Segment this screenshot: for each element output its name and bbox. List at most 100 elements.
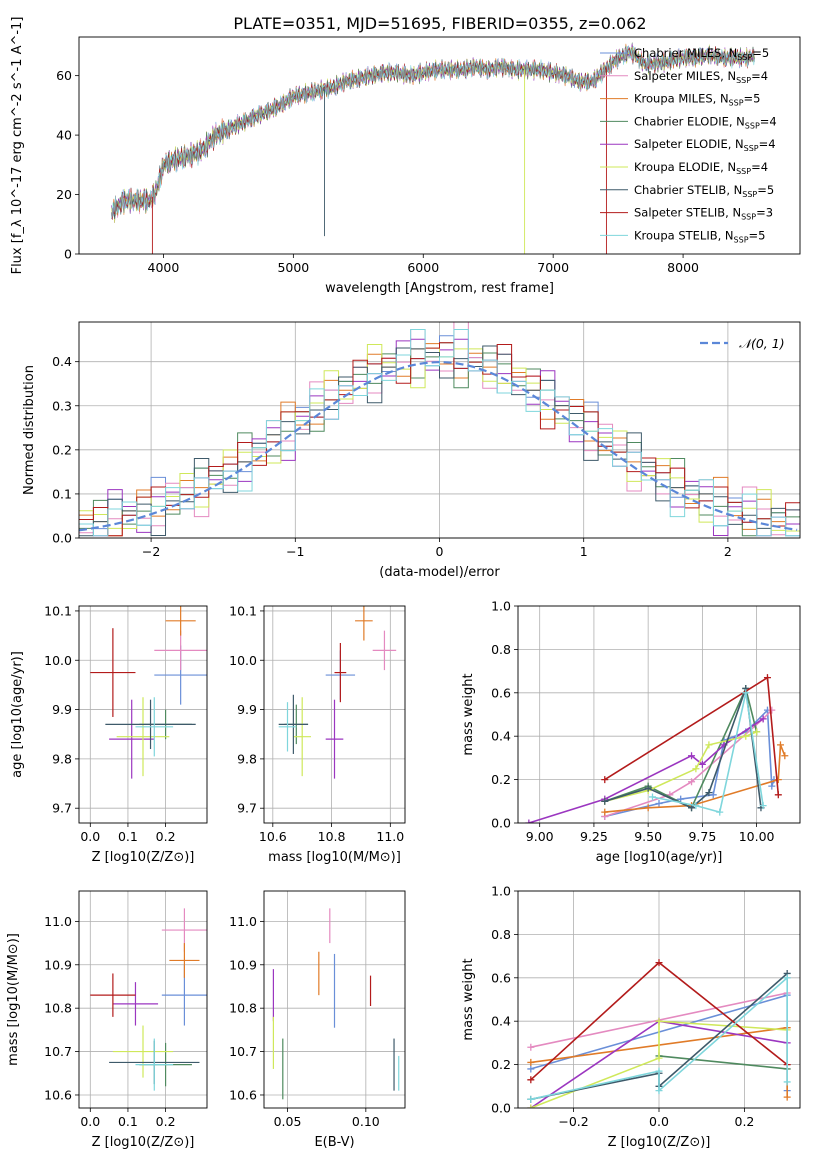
weight-series-chabrier-stelib bbox=[601, 684, 765, 812]
x-tick-label: 0.2 bbox=[156, 829, 176, 844]
y-tick-label: 0 bbox=[64, 247, 72, 262]
mass-weight-vs-metallicity-panel: −0.2 0.0 0.2 0.0 0.2 0.4 0.6 0.8 1.0 Z [log10(Z/Z… bbox=[461, 884, 801, 1150]
errorbar-kroupa-stelib bbox=[278, 702, 297, 752]
y-tick-label: 0.2 bbox=[52, 442, 72, 457]
x-axis-label: (data-model)/error bbox=[379, 565, 500, 580]
x-tick-label: 10.8 bbox=[318, 829, 346, 844]
weight-series-salpeter-stelib bbox=[601, 674, 782, 799]
weight-series-kroupa-miles bbox=[601, 741, 789, 816]
weight-marker bbox=[742, 732, 750, 740]
weight-marker bbox=[759, 802, 767, 810]
y-tick-label: 1.0 bbox=[491, 599, 511, 614]
weight-marker bbox=[527, 1058, 535, 1066]
y-tick-label: 0.1 bbox=[52, 486, 72, 501]
y-tick-label: 0.6 bbox=[491, 685, 511, 700]
x-tick-label: 1 bbox=[580, 544, 588, 559]
y-tick-label: 9.9 bbox=[237, 702, 257, 717]
weight-marker bbox=[648, 793, 656, 801]
x-tick-label: 0.0 bbox=[80, 829, 100, 844]
weight-marker bbox=[677, 795, 685, 803]
weight-marker bbox=[688, 778, 696, 786]
weight-marker bbox=[688, 752, 696, 760]
axes-frame bbox=[78, 890, 208, 1109]
x-axis-label: Z [log10(Z/Z⊙)] bbox=[92, 1135, 195, 1150]
y-tick-label: 20 bbox=[56, 187, 72, 202]
axes-frame bbox=[517, 890, 801, 1109]
x-tick-label: 7000 bbox=[537, 260, 569, 275]
weight-marker bbox=[781, 752, 789, 760]
weight-marker bbox=[525, 819, 533, 823]
legend-label: Chabrier MILES, NSSP=5 bbox=[634, 46, 769, 62]
x-axis-label: mass [log10(M/M⊙)] bbox=[268, 850, 401, 865]
y-tick-label: 10.7 bbox=[229, 1044, 257, 1059]
errorbar-kroupa-miles bbox=[165, 606, 196, 636]
weight-marker bbox=[527, 1065, 535, 1073]
x-axis-label: E(B-V) bbox=[314, 1135, 354, 1150]
weight-marker bbox=[601, 797, 609, 805]
errorbar-salpeter-miles bbox=[372, 630, 397, 671]
figure-title: PLATE=0351, MJD=51695, FIBERID=0355, z=0… bbox=[233, 14, 646, 33]
age-vs-metallicity-panel: 0.0 0.1 0.2 9.7 9.8 9.9 10.0 10.1 Z [log10(Z/Z⊙)… bbox=[10, 603, 208, 865]
y-tick-label: 0.2 bbox=[491, 772, 511, 787]
legend-label: Salpeter ELODIE, NSSP=4 bbox=[634, 137, 776, 153]
weight-marker bbox=[753, 728, 761, 736]
axes-frame bbox=[78, 605, 208, 824]
errorbar-kroupa-stelib bbox=[135, 697, 174, 757]
y-tick-label: 10.8 bbox=[229, 1001, 257, 1016]
y-tick-label: 9.8 bbox=[52, 751, 72, 766]
mass-vs-metallicity-panel: 0.0 0.1 0.2 10.6 10.7 10.8 10.9 11.0 Z [log10(Z/… bbox=[6, 890, 208, 1150]
spectrum-panel: 4000 5000 6000 7000 8000 0 20 40 60 wavelength [A… bbox=[10, 17, 801, 296]
plot-area bbox=[79, 322, 800, 537]
y-axis-label: age [log10(age/yr)] bbox=[10, 651, 25, 778]
x-tick-label: 9.00 bbox=[526, 829, 554, 844]
errorbar-kroupa-elodie bbox=[116, 697, 170, 777]
weight-series-kroupa-stelib bbox=[648, 689, 767, 816]
weight-marker bbox=[692, 765, 700, 773]
weight-marker bbox=[716, 808, 724, 816]
x-tick-label: −2 bbox=[142, 544, 160, 559]
plot-area bbox=[525, 674, 789, 823]
weight-marker bbox=[601, 776, 609, 784]
weight-marker bbox=[709, 791, 717, 799]
y-tick-label: 0.8 bbox=[491, 927, 511, 942]
residuals-histogram-panel: −2 −1 0 1 2 0.0 0.1 0.2 0.3 0.4 (data-model)/error… bbox=[22, 321, 801, 580]
x-tick-label: 9.50 bbox=[634, 829, 662, 844]
weight-marker bbox=[776, 741, 784, 749]
errorbar-chabrier-stelib bbox=[105, 699, 196, 750]
y-tick-label: 40 bbox=[56, 128, 72, 143]
plot-area bbox=[90, 606, 207, 779]
weight-marker bbox=[655, 1087, 663, 1095]
y-tick-label: 0.4 bbox=[52, 354, 72, 369]
weight-series-salpeter-miles bbox=[601, 706, 776, 820]
y-tick-label: 11.0 bbox=[44, 914, 72, 929]
errorbar-kroupa-stelib bbox=[135, 1038, 174, 1091]
x-tick-label: 0.2 bbox=[735, 1114, 755, 1129]
weight-marker bbox=[655, 1067, 663, 1075]
x-tick-label: 11.0 bbox=[376, 829, 404, 844]
weight-marker bbox=[527, 1043, 535, 1051]
y-tick-label: 0.8 bbox=[491, 642, 511, 657]
legend-label: Kroupa ELODIE, NSSP=4 bbox=[634, 160, 768, 176]
weight-marker bbox=[774, 776, 782, 784]
y-tick-label: 10.1 bbox=[229, 603, 257, 618]
errorbar-kroupa-miles bbox=[355, 606, 373, 641]
errorbar-salpeter-miles bbox=[154, 630, 207, 671]
errorbar-kroupa-elodie bbox=[112, 1025, 174, 1078]
y-axis-label: Flux [f_λ 10^-17 erg cm^-2 s^-1 A^-1] bbox=[10, 17, 25, 275]
weight-marker bbox=[783, 974, 791, 982]
x-tick-label: 9.25 bbox=[580, 829, 608, 844]
errorbar-salpeter-elodie bbox=[112, 982, 159, 1026]
normal-distribution-curve bbox=[79, 360, 798, 532]
x-tick-label: 10.6 bbox=[259, 829, 287, 844]
errorbar-salpeter-elodie bbox=[325, 699, 344, 779]
x-tick-label: 0.10 bbox=[352, 1114, 380, 1129]
legend-label: Kroupa MILES, NSSP=5 bbox=[634, 92, 760, 108]
errorbar-salpeter-stelib bbox=[334, 642, 347, 703]
y-tick-label: 9.8 bbox=[237, 751, 257, 766]
weight-marker bbox=[527, 1095, 535, 1103]
legend-label: Chabrier STELIB, NSSP=5 bbox=[634, 183, 774, 199]
y-tick-label: 9.9 bbox=[52, 702, 72, 717]
weight-marker bbox=[783, 1093, 791, 1101]
axes-frame bbox=[517, 605, 801, 824]
